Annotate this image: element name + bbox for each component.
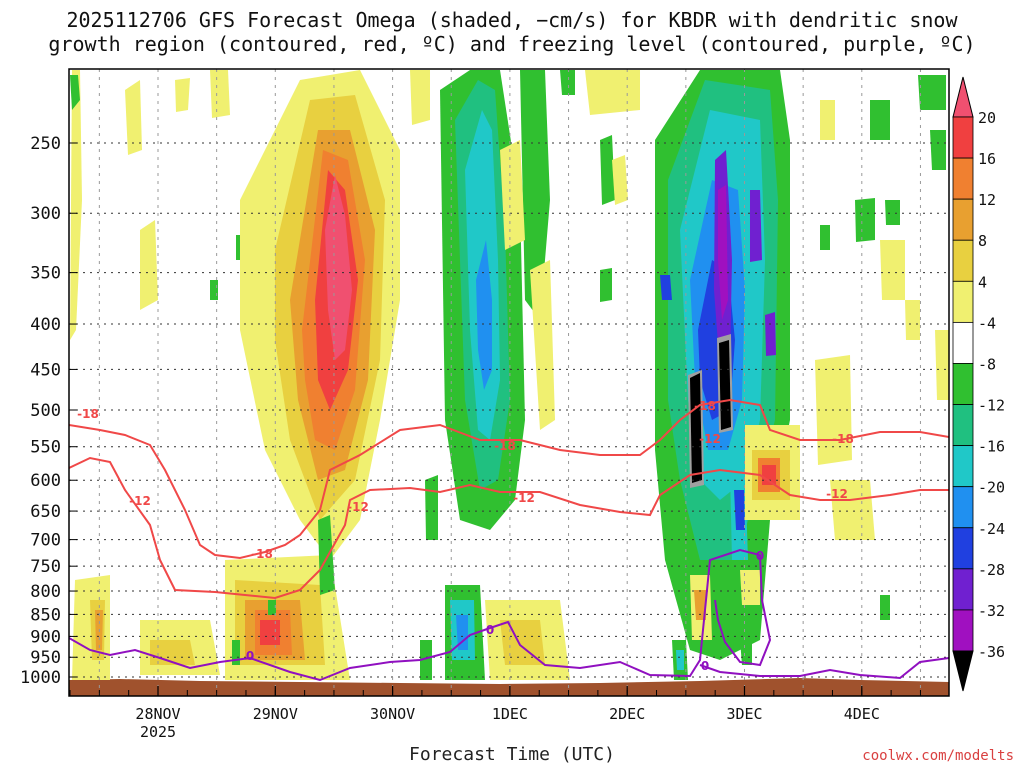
x-tick-label: 2DEC xyxy=(609,705,645,723)
colorbar-label: -28 xyxy=(978,561,1005,579)
y-tick-label: 950 xyxy=(30,648,61,668)
colorbar-segment xyxy=(952,568,974,611)
x-tick-label: 1DEC xyxy=(492,705,528,723)
contour-label: 0 xyxy=(246,649,254,663)
x-tick-label: 30NOV xyxy=(370,705,415,723)
colorbar-label: -20 xyxy=(978,479,1005,497)
omega-field xyxy=(69,70,949,696)
contour-lines xyxy=(69,398,949,682)
colorbar-label: -4 xyxy=(978,314,996,332)
contour-label: -12 xyxy=(826,487,848,501)
y-tick-label: 750 xyxy=(30,557,61,577)
colorbar-segment xyxy=(952,116,974,159)
contour-label: 0 xyxy=(486,623,494,637)
colorbar-segment xyxy=(952,486,974,529)
x-axis-label: Forecast Time (UTC) xyxy=(409,744,615,765)
colorbar-bottom-arrow xyxy=(952,650,974,692)
contour-label: -18 xyxy=(494,439,516,453)
colorbar-label: 8 xyxy=(978,232,987,250)
credit-text: coolwx.com/modelts xyxy=(862,748,1014,764)
contour-label: -18 xyxy=(832,432,854,446)
y-tick-label: 700 xyxy=(30,531,61,551)
contour-label: -12 xyxy=(129,494,151,508)
colorbar-segment xyxy=(952,527,974,570)
x-tick-label: 29NOV xyxy=(253,705,298,723)
colorbar-segment xyxy=(952,404,974,447)
colorbar-segment xyxy=(952,280,974,323)
chart-title-line1: 2025112706 GFS Forecast Omega (shaded, −… xyxy=(66,8,958,32)
ground-band xyxy=(69,678,949,696)
colorbar-top-arrow xyxy=(952,76,974,118)
contour-label: -18 xyxy=(694,399,716,413)
contour-label: -12 xyxy=(347,500,369,514)
x-axis: 28NOV 29NOV 30NOV 1DEC 2DEC 3DEC 4DEC 2025 xyxy=(69,686,921,741)
y-tick-label: 600 xyxy=(30,471,61,491)
colorbar-label: -24 xyxy=(978,520,1005,538)
x-tick-label: 3DEC xyxy=(726,705,762,723)
y-tick-label: 350 xyxy=(30,264,61,284)
colorbar-segment xyxy=(952,157,974,200)
colorbar-segment xyxy=(952,198,974,241)
colorbar-label: -16 xyxy=(978,438,1005,456)
contour-dgz-top-18 xyxy=(69,398,949,560)
colorbar-segment xyxy=(952,239,974,282)
colorbar-segment xyxy=(952,363,974,405)
colorbar-label: -8 xyxy=(978,355,996,373)
colorbar: 20 16 12 8 4 -4 -8 -12 -16 -20 -24 -28 -32 -36 xyxy=(952,76,1005,692)
chart-title-line2: growth region (contoured, red, ºC) and f… xyxy=(48,32,976,56)
contour-label: 0 xyxy=(701,659,709,673)
x-year-label: 2025 xyxy=(140,723,176,741)
y-tick-label: 1000 xyxy=(20,668,61,688)
colorbar-label: 20 xyxy=(978,109,996,127)
colorbar-label: -32 xyxy=(978,602,1005,620)
colorbar-label: 4 xyxy=(978,273,987,291)
chart-grid xyxy=(69,69,949,696)
contour-label: 0 xyxy=(756,549,764,563)
contour-freezing-level xyxy=(69,548,949,682)
contour-label: -18 xyxy=(251,547,273,561)
contour-label: -12 xyxy=(513,491,535,505)
y-tick-label: 450 xyxy=(30,360,61,380)
x-tick-label: 4DEC xyxy=(844,705,880,723)
contour-labels: -18 -18 -18 -18 -18 -12 -12 -12 -12 -12 0 0 0 0 xyxy=(77,399,854,673)
colorbar-label: -36 xyxy=(978,643,1005,661)
contour-dgz-bottom-12 xyxy=(69,456,949,600)
colorbar-label: -12 xyxy=(978,397,1005,415)
contour-label: -18 xyxy=(77,407,99,421)
plot-frame xyxy=(68,68,950,697)
colorbar-segment xyxy=(952,445,974,488)
colorbar-label: 12 xyxy=(978,191,996,209)
y-tick-label: 850 xyxy=(30,605,61,625)
y-tick-label: 250 xyxy=(30,134,61,154)
y-tick-label: 500 xyxy=(30,401,61,421)
contour-label: -12 xyxy=(699,432,721,446)
colorbar-segment xyxy=(952,609,974,652)
y-axis: 2503003504004505005506006507007508008509… xyxy=(20,134,77,688)
colorbar-label: 16 xyxy=(978,150,996,168)
x-tick-label: 28NOV xyxy=(135,705,180,723)
y-tick-label: 900 xyxy=(30,627,61,647)
y-tick-label: 550 xyxy=(30,438,61,458)
y-tick-label: 650 xyxy=(30,502,61,522)
y-tick-label: 800 xyxy=(30,582,61,602)
y-tick-label: 400 xyxy=(30,315,61,335)
colorbar-segment xyxy=(952,321,974,364)
y-tick-label: 300 xyxy=(30,204,61,224)
